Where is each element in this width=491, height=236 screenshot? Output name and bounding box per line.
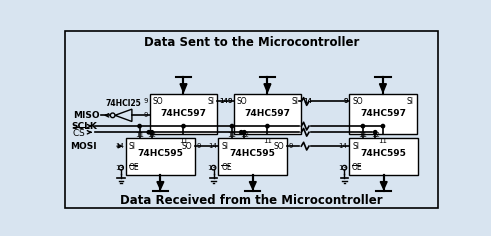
Text: 74HC597: 74HC597 — [360, 109, 406, 118]
Text: MOSI: MOSI — [70, 142, 97, 151]
Text: 14: 14 — [219, 98, 228, 105]
Text: 74HC595: 74HC595 — [230, 149, 276, 158]
Text: 11: 11 — [263, 138, 272, 144]
Polygon shape — [180, 84, 187, 92]
Text: 14: 14 — [303, 98, 312, 105]
Text: 12: 12 — [371, 132, 380, 138]
Circle shape — [150, 131, 154, 134]
Circle shape — [374, 131, 377, 134]
Text: 13: 13 — [208, 165, 217, 171]
Text: 9: 9 — [289, 143, 294, 149]
Text: 11: 11 — [227, 132, 237, 138]
Polygon shape — [249, 182, 256, 189]
Text: 13: 13 — [338, 165, 348, 171]
Polygon shape — [380, 182, 387, 189]
Text: 74HC595: 74HC595 — [137, 149, 183, 158]
Text: SI: SI — [221, 142, 228, 151]
Circle shape — [240, 131, 243, 134]
Text: 11: 11 — [179, 138, 188, 144]
Text: SO: SO — [153, 97, 164, 106]
Text: SCLK: SCLK — [72, 122, 98, 131]
Polygon shape — [157, 182, 164, 189]
Text: SI: SI — [407, 97, 414, 106]
Text: 12: 12 — [147, 132, 156, 138]
Text: OE: OE — [129, 163, 139, 172]
Text: 11: 11 — [379, 138, 387, 144]
Text: 11: 11 — [358, 132, 367, 138]
Text: 74HC597: 74HC597 — [245, 109, 290, 118]
Polygon shape — [380, 84, 386, 92]
Text: Data Received from the Microcontroller: Data Received from the Microcontroller — [120, 194, 383, 207]
Bar — [218, 139, 287, 175]
Text: 9: 9 — [343, 98, 348, 105]
Bar — [126, 139, 195, 175]
Text: 13: 13 — [115, 165, 124, 171]
Circle shape — [266, 124, 269, 128]
Text: 14: 14 — [115, 143, 124, 149]
Text: OE: OE — [352, 163, 363, 172]
Text: 9: 9 — [227, 98, 232, 105]
Text: 9: 9 — [143, 98, 148, 105]
Text: 11: 11 — [135, 132, 144, 138]
Text: OE: OE — [221, 163, 232, 172]
Text: 74HCl25: 74HCl25 — [106, 98, 141, 108]
Text: SI: SI — [291, 97, 298, 106]
Bar — [150, 94, 218, 134]
Circle shape — [230, 124, 234, 128]
Text: 14: 14 — [339, 143, 348, 149]
Text: $\overline{\rm CS}$: $\overline{\rm CS}$ — [72, 125, 86, 139]
Circle shape — [138, 124, 141, 128]
Circle shape — [381, 124, 384, 128]
Text: 9: 9 — [196, 143, 201, 149]
Text: 9: 9 — [143, 112, 148, 118]
Text: 9: 9 — [227, 98, 232, 105]
Text: SO: SO — [237, 97, 247, 106]
Circle shape — [147, 131, 151, 134]
Text: SI: SI — [207, 97, 214, 106]
Text: 14: 14 — [303, 98, 312, 105]
Polygon shape — [264, 84, 271, 92]
Circle shape — [243, 131, 246, 134]
Text: SO: SO — [274, 142, 284, 151]
Text: 14: 14 — [219, 98, 228, 105]
Text: SI: SI — [352, 142, 359, 151]
Text: Data Sent to the Microcontroller: Data Sent to the Microcontroller — [144, 36, 359, 49]
Text: 74HC597: 74HC597 — [161, 109, 207, 118]
Text: SO: SO — [181, 142, 192, 151]
Text: SO: SO — [352, 97, 363, 106]
Bar — [234, 94, 301, 134]
Circle shape — [182, 124, 185, 128]
Circle shape — [361, 124, 365, 128]
Bar — [349, 139, 418, 175]
Text: 9: 9 — [343, 98, 348, 105]
Text: 74HC595: 74HC595 — [361, 149, 407, 158]
Text: SI: SI — [129, 142, 136, 151]
Text: 14: 14 — [208, 143, 217, 149]
Bar — [349, 94, 417, 134]
Text: MISO: MISO — [73, 111, 100, 120]
Text: 12: 12 — [240, 132, 249, 138]
